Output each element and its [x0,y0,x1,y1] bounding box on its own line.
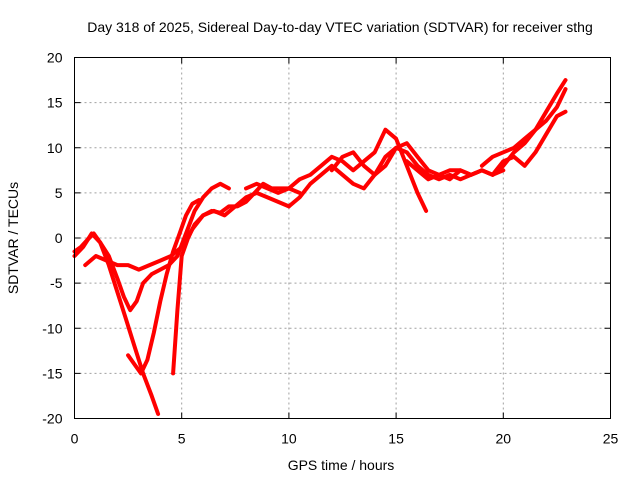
series-prn-f [244,127,429,213]
x-axis-ticks: 0 5 10 15 20 25 [71,57,619,447]
series-prn-c [126,198,201,376]
series-prn-e [83,190,291,272]
y-tick-label: -5 [50,275,63,291]
y-axis-ticks: -20 -15 -10 -5 0 5 10 15 20 [42,50,611,427]
x-tick-label: 5 [178,431,186,447]
x-tick-label: 15 [388,431,404,447]
y-tick-label: 10 [47,140,63,156]
series-prn-k [479,87,568,168]
x-tick-label: 10 [281,431,297,447]
series-prn-a [72,181,231,313]
y-tick-label: 0 [55,230,63,246]
series-prn-g [286,145,495,209]
series-prn-d [171,181,302,376]
y-tick-label: 5 [55,185,63,201]
y-tick-label: -20 [42,411,62,427]
y-tick-label: -10 [42,320,62,336]
x-axis-label: GPS time / hours [288,457,395,473]
series-prn-j [490,109,568,177]
y-tick-label: 15 [47,95,63,111]
grid [74,57,611,419]
series-prn-i [404,78,568,182]
y-tick-label: 20 [47,50,63,66]
x-tick-label: 25 [603,431,619,447]
y-tick-label: -15 [42,365,62,381]
chart-title: Day 318 of 2025, Sidereal Day-to-day VTE… [87,19,593,35]
x-tick-label: 20 [496,431,512,447]
y-axis-label: SDTVAR / TECUs [5,182,21,294]
data-series [72,78,568,416]
series-prn-b [72,231,161,416]
x-tick-label: 0 [71,431,79,447]
